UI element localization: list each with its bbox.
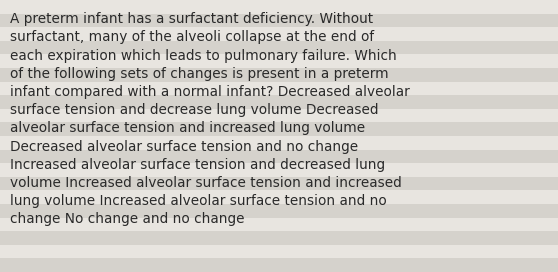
Bar: [0, 82, 558, 95]
Bar: [0, 190, 558, 204]
Bar: [0, 0, 558, 14]
Bar: [0, 258, 558, 272]
Bar: [0, 231, 558, 245]
Bar: [0, 14, 558, 27]
Bar: [0, 163, 558, 177]
Bar: [0, 95, 558, 109]
Bar: [0, 41, 558, 54]
Bar: [0, 54, 558, 68]
Bar: [0, 177, 558, 190]
Bar: [0, 27, 558, 41]
Bar: [0, 218, 558, 231]
Bar: [0, 150, 558, 163]
Bar: [0, 204, 558, 218]
Bar: [0, 68, 558, 82]
Bar: [0, 109, 558, 122]
Bar: [0, 245, 558, 258]
Bar: [0, 122, 558, 136]
Bar: [0, 136, 558, 150]
Text: A preterm infant has a surfactant deficiency. Without
surfactant, many of the al: A preterm infant has a surfactant defici…: [10, 12, 410, 226]
